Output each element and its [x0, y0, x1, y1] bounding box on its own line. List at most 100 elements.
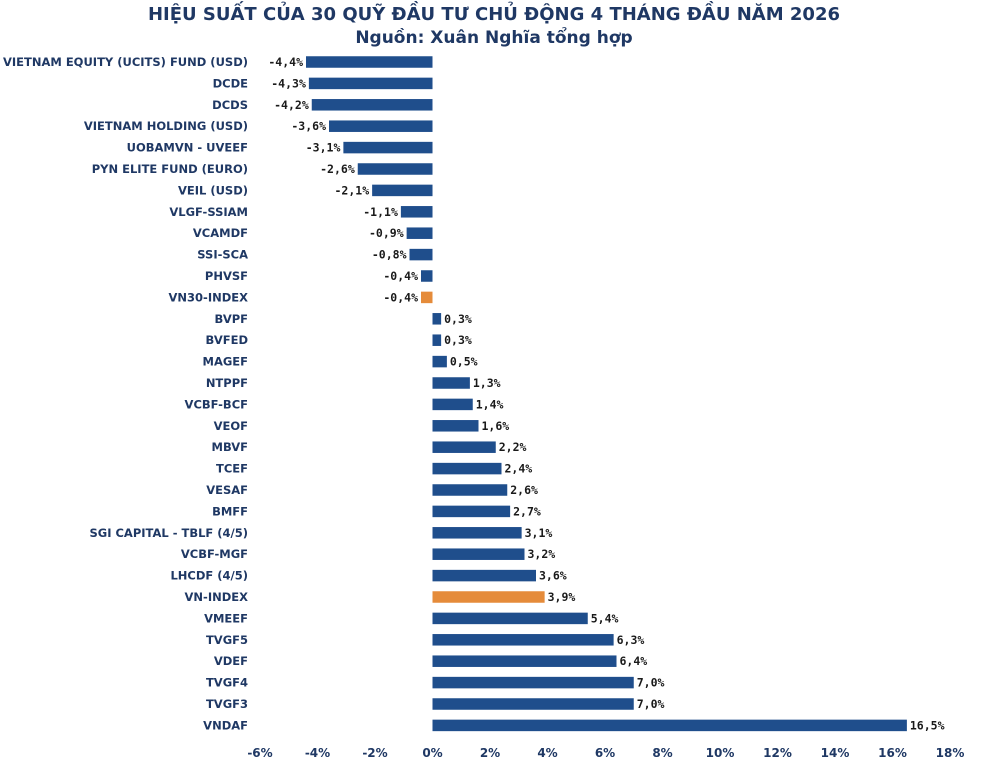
bar-vcbf-mgf — [432, 548, 525, 560]
data-label: 7,0% — [637, 697, 665, 711]
category-label: VIETNAM HOLDING (USD) — [84, 119, 248, 133]
bar-phvsf — [421, 270, 433, 282]
category-label: SSI-SCA — [197, 248, 248, 262]
category-label: PHVSF — [205, 269, 248, 283]
data-label: 2,7% — [513, 504, 541, 518]
data-label: 0,5% — [450, 355, 478, 369]
data-label: -0,8% — [372, 248, 407, 262]
bar-pyn-elite-fund-euro — [357, 163, 433, 175]
x-tick-label: 12% — [763, 746, 792, 760]
bar-tvgf3 — [432, 698, 634, 710]
category-label: UOBAMVN - UVEEF — [127, 141, 248, 155]
x-tick-label: -6% — [247, 746, 272, 760]
bar-vietnam-holding-usd — [329, 120, 433, 132]
bar-sgi-capital-tblf-4-5 — [432, 527, 522, 539]
bar-lhcdf-4-5 — [432, 569, 536, 582]
bar-veil-usd — [372, 184, 433, 197]
bar-tvgf5 — [432, 634, 614, 646]
category-label: SGI CAPITAL - TBLF (4/5) — [89, 526, 248, 540]
bar-ntppf — [432, 377, 470, 389]
category-label: VLGF-SSIAM — [169, 205, 248, 219]
bar-vndaf — [432, 719, 907, 732]
data-label: 0,3% — [444, 333, 472, 347]
x-tick-label: 16% — [878, 746, 907, 760]
category-label: NTPPF — [206, 376, 248, 390]
data-label: 6,3% — [617, 633, 645, 647]
data-label: 0,3% — [444, 312, 472, 326]
bar-bvfed — [432, 334, 442, 346]
category-label: LHCDF (4/5) — [170, 569, 248, 583]
bar-vmeef — [432, 612, 588, 625]
bar-tvgf4 — [432, 676, 634, 689]
category-label: TVGF3 — [206, 697, 248, 711]
category-label: VN-INDEX — [185, 590, 249, 604]
bar-dcde — [308, 77, 433, 90]
data-label: -3,6% — [291, 119, 326, 133]
bar-vcbf-bcf — [432, 398, 473, 411]
data-label: -4,2% — [274, 98, 309, 112]
data-label: -4,3% — [271, 76, 306, 90]
data-label: 7,0% — [637, 676, 665, 690]
data-label: -2,1% — [335, 183, 370, 197]
data-label: 3,2% — [528, 547, 556, 561]
category-label: PYN ELITE FUND (EURO) — [92, 162, 248, 176]
x-tick-label: 2% — [480, 746, 500, 760]
bar-mbvf — [432, 441, 496, 453]
category-label: DCDE — [213, 76, 249, 90]
category-label: TVGF4 — [206, 676, 248, 690]
category-label: TVGF5 — [206, 633, 248, 647]
data-label: -0,4% — [383, 269, 418, 283]
x-tick-label: 8% — [652, 746, 672, 760]
bar-bmff — [432, 505, 511, 518]
x-tick-label: 6% — [595, 746, 615, 760]
category-label: VEIL (USD) — [178, 183, 248, 197]
x-tick-label: 10% — [706, 746, 735, 760]
data-label: 1,6% — [482, 419, 510, 433]
data-label: -3,1% — [306, 141, 341, 155]
bar-vcamdf — [406, 227, 433, 239]
bar-dcds — [311, 99, 433, 111]
category-label: VDEF — [214, 654, 248, 668]
bar-ssi-sca — [409, 248, 433, 261]
category-label: VN30-INDEX — [169, 290, 249, 304]
category-label: TCEF — [216, 462, 248, 476]
chart-subtitle: Nguồn: Xuân Nghĩa tổng hợp — [355, 28, 633, 48]
data-label: 6,4% — [620, 654, 648, 668]
category-label: BMFF — [212, 504, 248, 518]
bar-vdef — [432, 655, 617, 667]
bar-vn-index — [432, 591, 545, 603]
bar-uobamvn-uveef — [343, 141, 433, 154]
data-label: -0,4% — [383, 290, 418, 304]
category-label: MBVF — [212, 440, 249, 454]
data-label: 1,4% — [476, 397, 504, 411]
x-tick-label: 14% — [821, 746, 850, 760]
data-label: 2,6% — [510, 483, 538, 497]
x-tick-label: 4% — [537, 746, 557, 760]
data-label: 5,4% — [591, 611, 619, 625]
category-label: VESAF — [206, 483, 248, 497]
x-tick-label: 18% — [936, 746, 965, 760]
bar-bvpf — [432, 313, 442, 325]
x-tick-label: 0% — [422, 746, 442, 760]
data-label: 2,4% — [505, 462, 533, 476]
data-label: -2,6% — [320, 162, 355, 176]
category-label: VMEEF — [204, 611, 248, 625]
category-label: DCDS — [212, 98, 248, 112]
bar-magef — [432, 355, 447, 368]
data-label: 1,3% — [473, 376, 501, 390]
category-label: BVFED — [206, 333, 248, 347]
bar-vesaf — [432, 484, 508, 496]
x-tick-label: -4% — [305, 746, 330, 760]
bar-vietnam-equity-ucits-fund-usd — [306, 56, 433, 68]
data-label: -0,9% — [369, 226, 404, 240]
data-label: -4,4% — [268, 55, 303, 69]
category-label: VCBF-MGF — [181, 547, 248, 561]
category-label: VIETNAM EQUITY (UCITS) FUND (USD) — [3, 55, 248, 69]
data-label: 3,6% — [539, 569, 567, 583]
data-label: 16,5% — [910, 718, 945, 732]
category-label: MAGEF — [203, 355, 249, 369]
category-label: VEOF — [214, 419, 248, 433]
bar-tcef — [432, 462, 502, 475]
category-label: BVPF — [215, 312, 248, 326]
